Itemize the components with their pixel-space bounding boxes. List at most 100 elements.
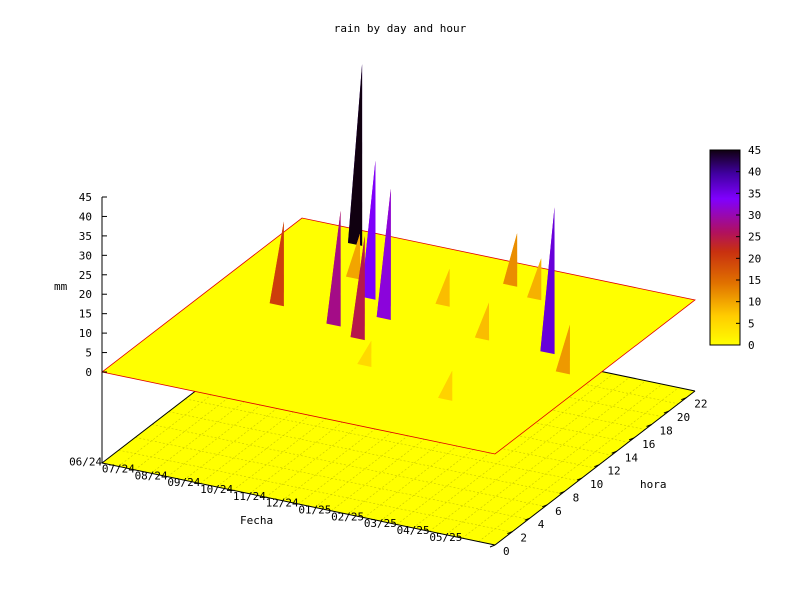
y-tick-label: 6 xyxy=(555,505,562,518)
colorbar-tick-label: 10 xyxy=(748,296,761,309)
x-tick-label: 09/24 xyxy=(167,476,200,489)
colorbar-tick-label: 45 xyxy=(748,144,761,157)
y-tick-mark xyxy=(663,410,670,414)
colorbar-tick-label: 40 xyxy=(748,166,761,179)
surface-peak xyxy=(503,233,518,287)
y-tick-label: 0 xyxy=(503,545,510,558)
y-tick-mark xyxy=(541,504,548,508)
peak-face xyxy=(361,160,376,300)
peak-face xyxy=(348,64,363,246)
z-axis-label: mm xyxy=(54,280,68,293)
y-tick-mark xyxy=(507,531,513,535)
x-axis-label: Fecha xyxy=(240,514,273,527)
peak-face xyxy=(555,324,570,375)
base-grid-line xyxy=(168,411,562,494)
y-tick-label: 22 xyxy=(694,398,707,411)
x-tick-label: 06/24 xyxy=(69,456,102,469)
colorbar-gradient xyxy=(709,149,741,346)
x-tick-label: 01/25 xyxy=(298,503,331,516)
surface-plane xyxy=(101,217,696,455)
peak-face xyxy=(503,233,518,287)
colorbar-tick-label: 20 xyxy=(748,252,761,265)
z-tick-label: 25 xyxy=(79,269,92,282)
z-tick-label: 45 xyxy=(79,191,92,204)
y-tick-mark xyxy=(559,490,565,494)
x-tick-label: 10/24 xyxy=(200,483,233,496)
surface-peak xyxy=(376,188,391,320)
x-tick-label: 05/25 xyxy=(429,531,462,544)
colorbar: 0 5 10 15 20 25 30 35 40 45 xyxy=(709,144,761,352)
z-tick-label: 30 xyxy=(79,249,92,262)
x-tick-label: 04/25 xyxy=(397,524,430,537)
y-tick-mark xyxy=(489,544,496,548)
y-tick-mark xyxy=(628,437,635,441)
x-tick-label: 08/24 xyxy=(135,469,168,482)
base-grid-line xyxy=(151,424,546,507)
y-tick-mark xyxy=(646,424,652,427)
z-tick-label: 0 xyxy=(85,366,92,379)
surface-peak xyxy=(438,370,453,401)
surface-peak xyxy=(361,160,376,300)
y-tick-label: 10 xyxy=(590,478,603,491)
y-tick-label: 14 xyxy=(625,451,639,464)
x-tick-label: 11/24 xyxy=(233,490,266,503)
y-tick-mark xyxy=(524,517,530,521)
surface-peak xyxy=(357,340,372,367)
surface-peak xyxy=(269,221,284,307)
base-grid-line xyxy=(185,398,579,482)
peak-face xyxy=(350,236,365,341)
peak-face xyxy=(269,221,284,307)
colorbar-tick-label: 30 xyxy=(748,209,761,222)
z-tick-label: 20 xyxy=(79,288,92,301)
x-tick-label: 12/24 xyxy=(266,497,299,510)
z-tick-label: 5 xyxy=(85,347,92,360)
chart-title: rain by day and hour xyxy=(334,22,467,35)
y-tick-mark xyxy=(611,450,617,454)
colorbar-tick-label: 35 xyxy=(748,187,761,200)
x-axis-line xyxy=(101,462,496,546)
base-grid-line xyxy=(118,449,512,533)
y-tick-label: 18 xyxy=(660,424,673,437)
surface-peak xyxy=(540,207,555,355)
surface-peak xyxy=(555,324,570,375)
y-tick-label: 16 xyxy=(642,438,655,451)
y-tick-mark xyxy=(681,397,687,401)
z-tick-label: 15 xyxy=(79,308,92,321)
peak-face xyxy=(346,233,361,280)
z-tick-label: 40 xyxy=(79,210,92,223)
peak-face xyxy=(527,258,542,301)
y-axis-label: hora xyxy=(640,478,667,491)
x-tick-label: 03/25 xyxy=(364,517,397,530)
peak-face xyxy=(376,188,391,320)
surface-peak xyxy=(435,268,450,307)
z-tick-label: 10 xyxy=(79,327,92,340)
y-tick-label: 4 xyxy=(538,518,545,531)
x-tick-label: 07/24 xyxy=(102,462,135,475)
colorbar-tick-label: 15 xyxy=(748,274,761,287)
peak-face xyxy=(474,302,490,341)
colorbar-tick-label: 0 xyxy=(748,339,755,352)
peak-face xyxy=(357,340,372,367)
y-tick-label: 8 xyxy=(573,491,580,504)
surface-peak xyxy=(326,210,341,327)
surface-peak xyxy=(527,258,542,301)
rain-surface xyxy=(101,64,696,455)
y-tick-label: 20 xyxy=(677,411,690,424)
surface-peak xyxy=(348,64,363,246)
peak-face xyxy=(438,370,453,401)
peak-face xyxy=(540,207,555,355)
base-grid-line xyxy=(135,437,529,520)
axis-labels: 05101520253035404506/2407/2408/2409/2410… xyxy=(69,191,707,558)
y-tick-label: 12 xyxy=(607,465,620,478)
colorbar-tick-label: 25 xyxy=(748,231,761,244)
y-tick-mark xyxy=(576,477,583,481)
peak-face xyxy=(326,210,341,327)
x-tick-label: 02/25 xyxy=(331,510,364,523)
surface-peak xyxy=(350,236,365,341)
y-tick-label: 2 xyxy=(520,532,527,545)
y-tick-mark xyxy=(594,464,600,468)
surface-peak xyxy=(474,302,490,341)
surface-peak xyxy=(346,233,361,280)
colorbar-tick-label: 5 xyxy=(748,317,755,330)
